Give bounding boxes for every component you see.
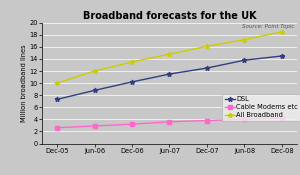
Text: Source: Point Topic: Source: Point Topic [242,24,295,29]
Cable Modems etc [168,121,171,123]
Title: Broadband forecasts for the UK: Broadband forecasts for the UK [83,10,256,21]
All Broadband [55,82,59,84]
DSL [205,67,209,69]
Cable Modems etc [280,117,284,119]
Line: DSL: DSL [55,54,284,102]
Cable Modems etc [243,118,246,120]
All Broadband [93,70,96,72]
DSL [55,98,59,100]
DSL [280,55,284,57]
All Broadband [168,53,171,55]
Legend: DSL, Cable Modems etc, All Broadband: DSL, Cable Modems etc, All Broadband [222,94,300,121]
Y-axis label: Million broadband lines: Million broadband lines [21,44,27,122]
Cable Modems etc [55,127,59,129]
Cable Modems etc [130,123,134,125]
DSL [168,73,171,75]
All Broadband [280,31,284,33]
Cable Modems etc [93,125,96,127]
Cable Modems etc [205,120,209,122]
Line: Cable Modems etc: Cable Modems etc [55,116,284,130]
DSL [243,59,246,61]
DSL [93,89,96,91]
All Broadband [243,39,246,41]
All Broadband [205,45,209,47]
All Broadband [130,61,134,63]
Line: All Broadband: All Broadband [55,29,284,86]
DSL [130,81,134,83]
